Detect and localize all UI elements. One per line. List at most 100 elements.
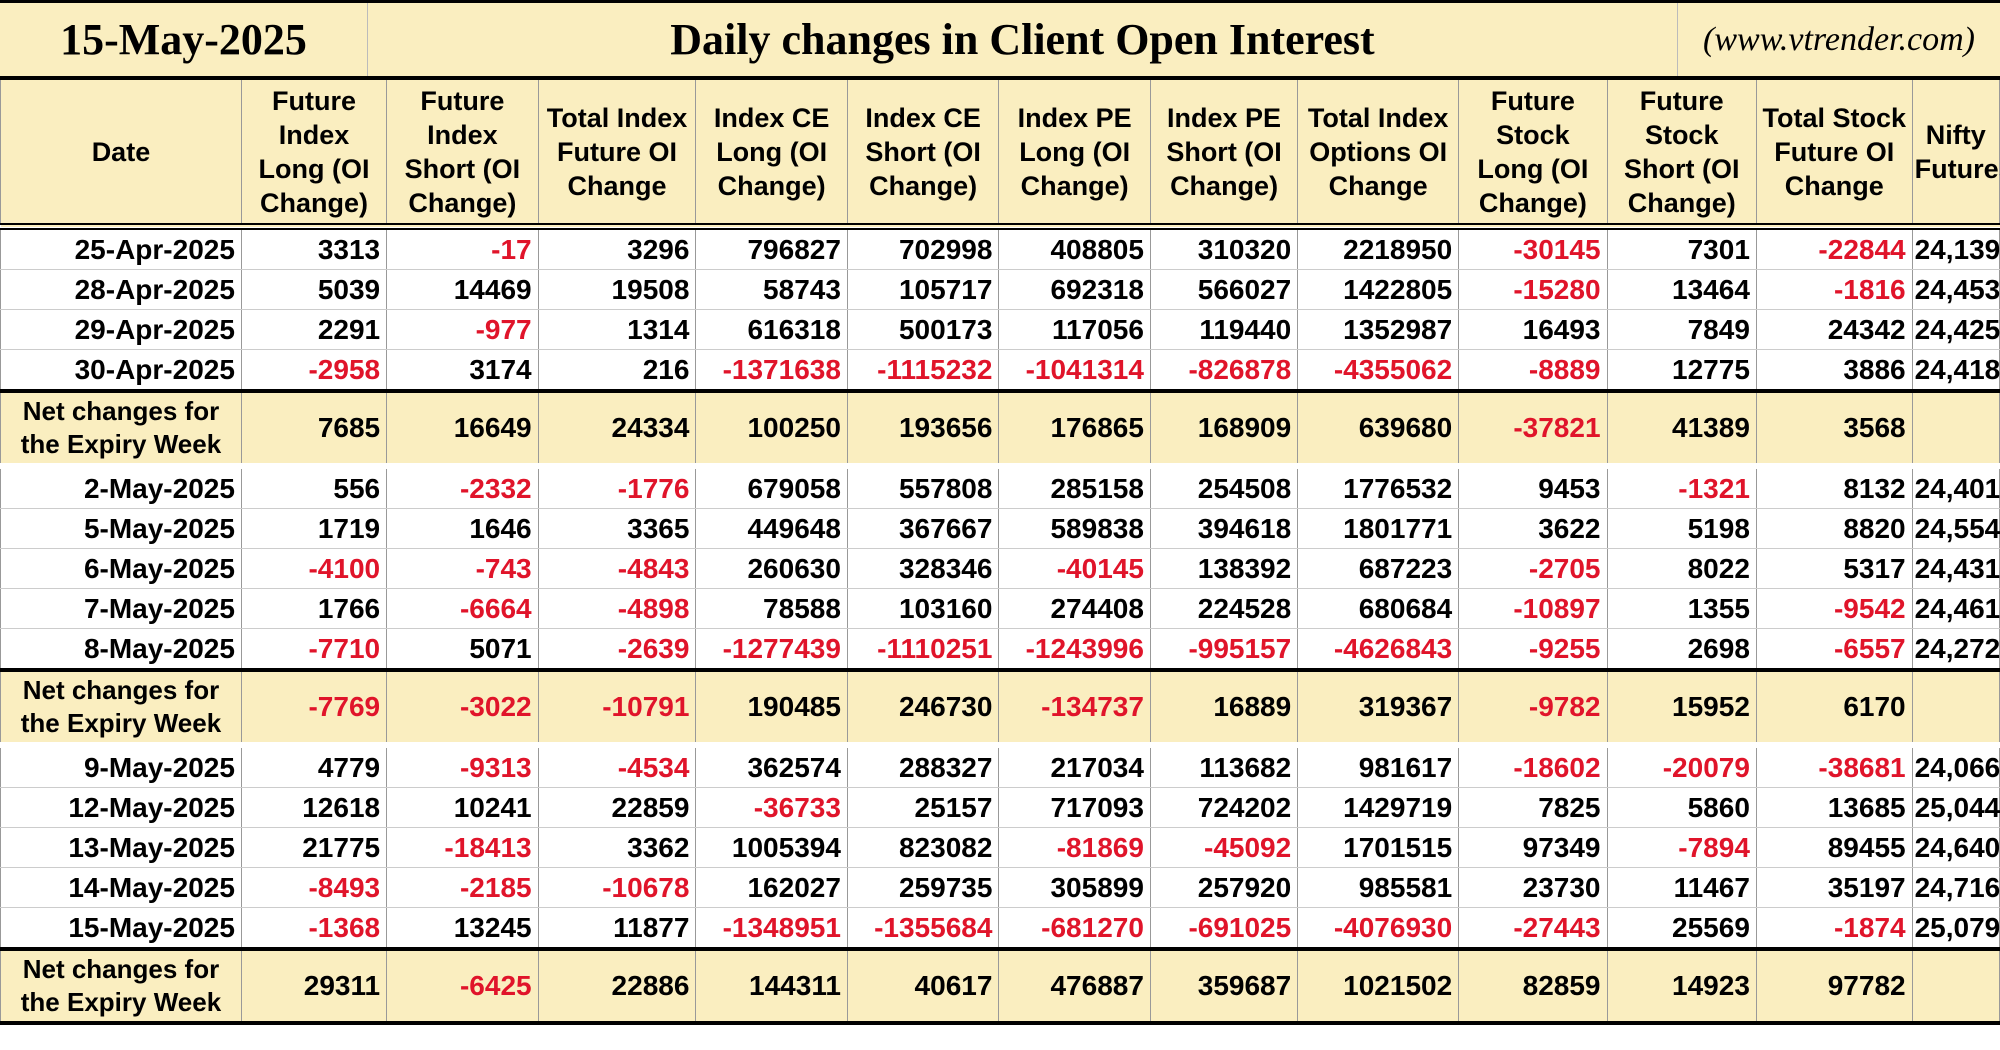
value-cell: 823082 <box>846 827 1000 868</box>
value-cell: 138392 <box>1149 548 1299 589</box>
value-cell: 679058 <box>695 463 848 509</box>
value-cell: -1776 <box>537 463 697 509</box>
column-header: Date <box>0 80 242 227</box>
net-value-cell: 16889 <box>1149 668 1299 747</box>
value-cell: 394618 <box>1149 508 1299 549</box>
open-interest-table: Date Future Index Long (OI Change) Future … <box>0 80 2000 1025</box>
row-date-cell: 25-Apr-2025 <box>0 223 242 270</box>
value-cell: 11467 <box>1606 867 1757 908</box>
value-cell: -17 <box>386 223 539 270</box>
value-cell: -18413 <box>386 827 539 868</box>
value-cell: 14469 <box>386 269 539 310</box>
value-cell: 981617 <box>1297 742 1460 788</box>
value-cell: 1429719 <box>1297 787 1460 828</box>
table-row: 9-May-2025 4779 -9313 -4534 362574 288327 2170… <box>0 742 2000 788</box>
value-cell: 89455 <box>1755 827 1913 868</box>
value-cell: 1422805 <box>1297 269 1460 310</box>
table-row: 13-May-2025 21775 -18413 3362 1005394 823082-… <box>0 827 2000 868</box>
net-value-cell: 82859 <box>1458 947 1608 1025</box>
value-cell: 24342 <box>1755 309 1913 350</box>
net-value-cell: 40617 <box>846 947 1000 1025</box>
value-cell: 4779 <box>240 742 388 788</box>
value-cell: 13464 <box>1606 269 1757 310</box>
value-cell: -38681 <box>1755 742 1913 788</box>
value-cell: 22859 <box>537 787 697 828</box>
value-cell: 3313 <box>240 223 388 270</box>
net-value-cell: 319367 <box>1297 668 1460 747</box>
value-cell: 8022 <box>1606 548 1757 589</box>
net-value-cell: -10791 <box>537 668 697 747</box>
column-header-row: Date Future Index Long (OI Change) Future … <box>0 80 2000 227</box>
value-cell: -681270 <box>998 907 1151 950</box>
net-value-cell: 41389 <box>1606 389 1757 468</box>
value-cell: 556 <box>240 463 388 509</box>
value-cell: 687223 <box>1297 548 1460 589</box>
value-cell: 12618 <box>240 787 388 828</box>
net-value-cell: 97782 <box>1755 947 1913 1025</box>
value-cell: 24,066 <box>1911 742 2000 788</box>
row-date-cell: 30-Apr-2025 <box>0 349 242 392</box>
net-change-label: Net changes for the Expiry Week <box>0 668 242 747</box>
value-cell: 7849 <box>1606 309 1757 350</box>
value-cell: 796827 <box>695 223 848 270</box>
value-cell: 1719 <box>240 508 388 549</box>
value-cell: 3622 <box>1458 508 1608 549</box>
value-cell: 8820 <box>1755 508 1913 549</box>
value-cell: -2958 <box>240 349 388 392</box>
value-cell: 24,425 <box>1911 309 2000 350</box>
value-cell: 274408 <box>998 588 1151 629</box>
value-cell: -4898 <box>537 588 697 629</box>
net-value-cell: 22886 <box>537 947 697 1025</box>
value-cell: -1874 <box>1755 907 1913 950</box>
table-row: 30-Apr-2025 -2958 3174 216 -1371638 -1115232-… <box>0 349 2000 392</box>
value-cell: 7825 <box>1458 787 1608 828</box>
value-cell: -1115232 <box>846 349 1000 392</box>
value-cell: 1776532 <box>1297 463 1460 509</box>
value-cell: 3886 <box>1755 349 1913 392</box>
net-change-row: Net changes for the Expiry Week -7769 -302… <box>0 668 2000 747</box>
table-row: 25-Apr-2025 3313 -17 3296 796827 702998 408805… <box>0 223 2000 270</box>
table-row: 29-Apr-2025 2291 -977 1314 616318 500173 11705… <box>0 309 2000 350</box>
value-cell: 24,401 <box>1911 463 2000 509</box>
net-value-cell: 639680 <box>1297 389 1460 468</box>
row-date-cell: 15-May-2025 <box>0 907 242 950</box>
value-cell: 260630 <box>695 548 848 589</box>
value-cell: -18602 <box>1458 742 1608 788</box>
net-value-cell: 24334 <box>537 389 697 468</box>
report-title: Daily changes in Client Open Interest <box>368 3 1678 76</box>
value-cell: 1355 <box>1606 588 1757 629</box>
value-cell: -45092 <box>1149 827 1299 868</box>
table-row: 8-May-2025 -7710 5071 -2639 -1277439 -1110251… <box>0 628 2000 671</box>
table-row: 12-May-2025 12618 10241 22859 -36733 25157 717… <box>0 787 2000 828</box>
row-date-cell: 9-May-2025 <box>0 742 242 788</box>
value-cell: -4100 <box>240 548 388 589</box>
value-cell: 680684 <box>1297 588 1460 629</box>
value-cell: 24,453 <box>1911 269 2000 310</box>
value-cell: 5860 <box>1606 787 1757 828</box>
value-cell: 616318 <box>695 309 848 350</box>
value-cell: 19508 <box>537 269 697 310</box>
value-cell: 288327 <box>846 742 1000 788</box>
net-value-cell: 100250 <box>695 389 848 468</box>
value-cell: 216 <box>537 349 697 392</box>
net-value-cell: 144311 <box>695 947 848 1025</box>
value-cell: 24,418 <box>1911 349 2000 392</box>
value-cell: -1348951 <box>695 907 848 950</box>
value-cell: -6557 <box>1755 628 1913 671</box>
value-cell: 259735 <box>846 867 1000 908</box>
net-value-cell: 476887 <box>998 947 1151 1025</box>
value-cell: 24,431 <box>1911 548 2000 589</box>
value-cell: 2218950 <box>1297 223 1460 270</box>
row-date-cell: 14-May-2025 <box>0 867 242 908</box>
column-header: Future Index Short (OI Change) <box>386 80 539 227</box>
row-date-cell: 28-Apr-2025 <box>0 269 242 310</box>
net-value-cell <box>1911 668 2000 747</box>
value-cell: -7710 <box>240 628 388 671</box>
table-row: 28-Apr-2025 5039 14469 19508 58743 105717 6923… <box>0 269 2000 310</box>
value-cell: 162027 <box>695 867 848 908</box>
value-cell: 25,079 <box>1911 907 2000 950</box>
value-cell: 1701515 <box>1297 827 1460 868</box>
value-cell: 5039 <box>240 269 388 310</box>
net-value-cell: 16649 <box>386 389 539 468</box>
row-date-cell: 6-May-2025 <box>0 548 242 589</box>
